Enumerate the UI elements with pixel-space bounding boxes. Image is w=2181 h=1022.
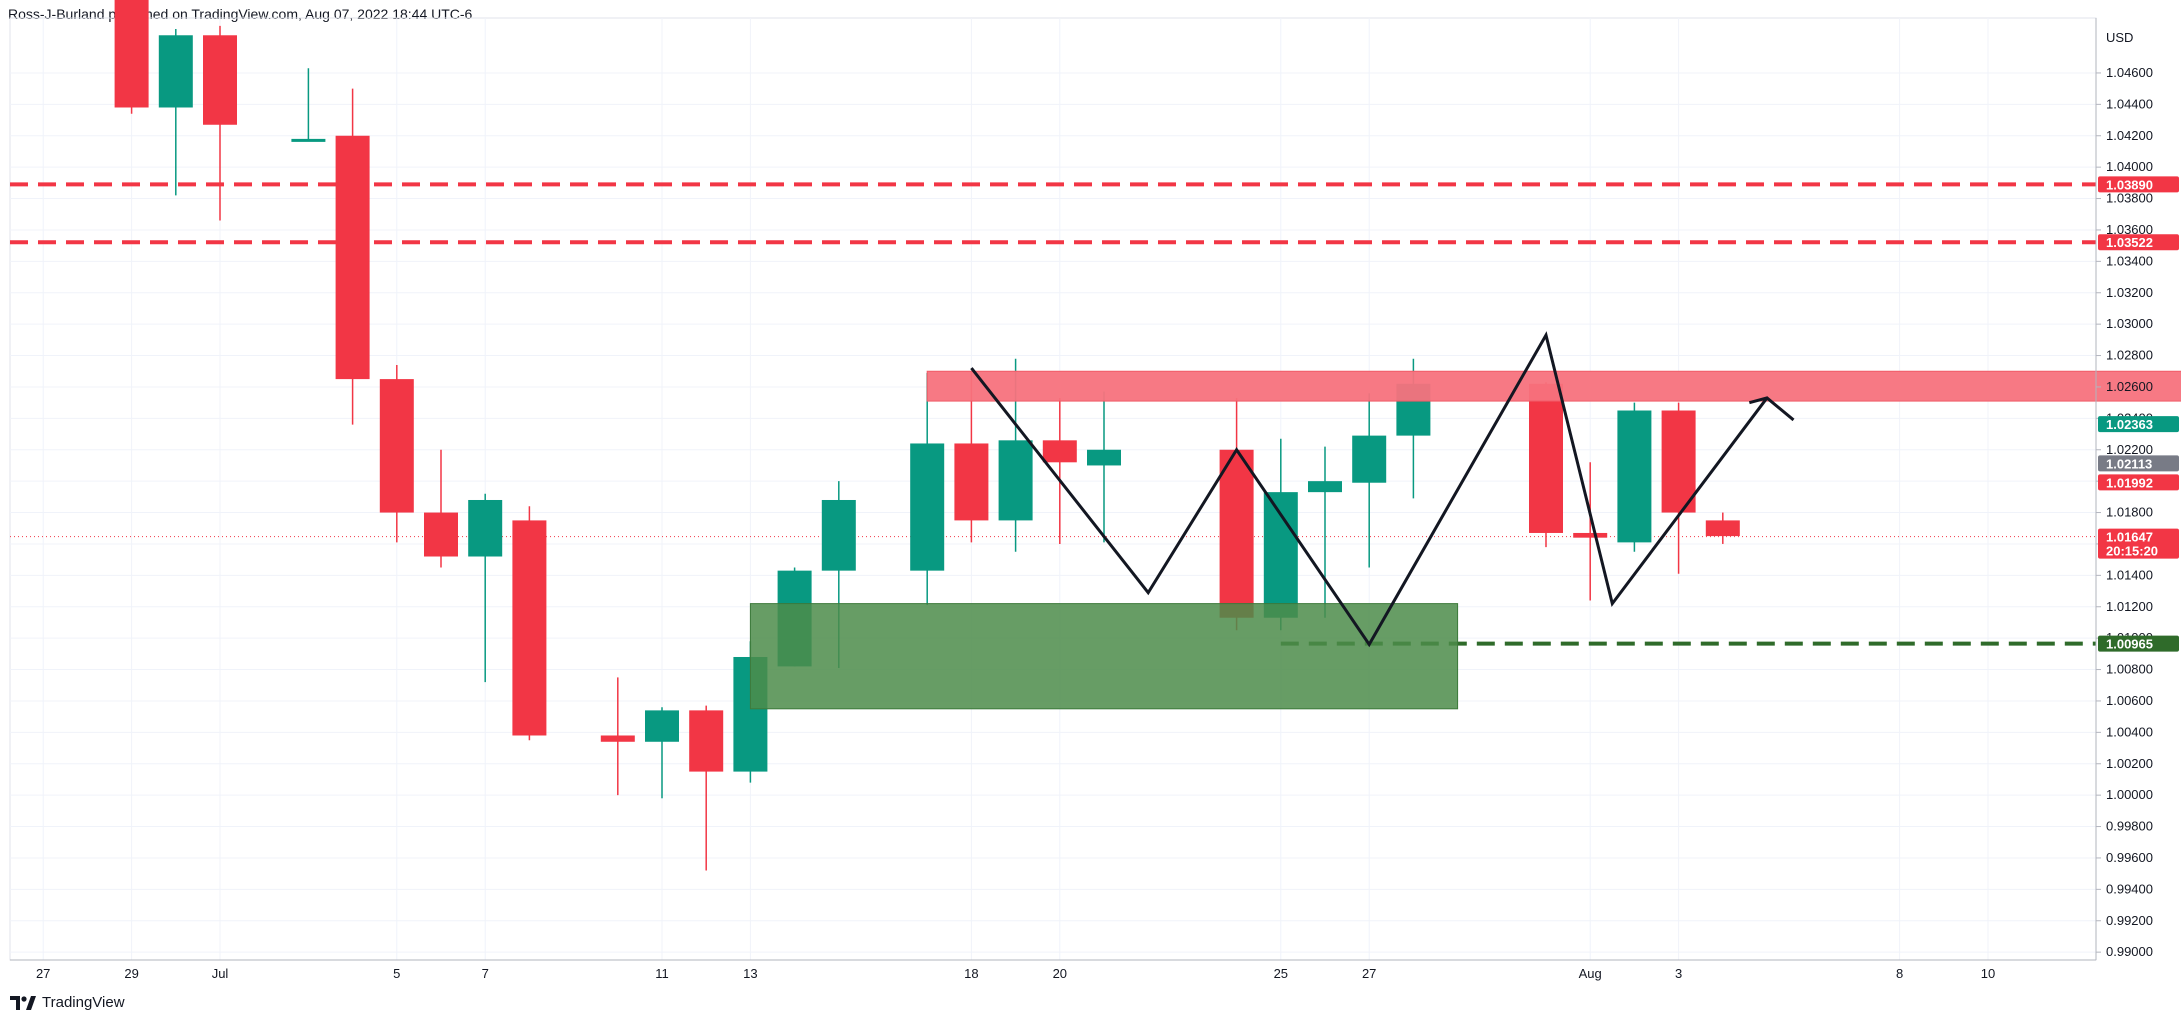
candle-body bbox=[1617, 410, 1652, 543]
x-tick-label: 13 bbox=[743, 966, 757, 981]
level-tag: 1.03522 bbox=[2106, 235, 2153, 250]
y-tick-label: 1.04000 bbox=[2106, 159, 2153, 174]
x-tick-label: 27 bbox=[36, 966, 50, 981]
last-price-tag: 1.01647 bbox=[2106, 530, 2153, 545]
candle-body bbox=[114, 0, 149, 108]
candle-body bbox=[512, 520, 547, 736]
price-tag-bg bbox=[2098, 474, 2179, 491]
y-tick-label: 0.99200 bbox=[2106, 913, 2153, 928]
candles bbox=[114, 0, 1740, 871]
y-tick-label: 1.01400 bbox=[2106, 567, 2153, 582]
level-tag: 1.00965 bbox=[2106, 637, 2153, 652]
price-tag-bg bbox=[2098, 455, 2179, 472]
candle-body bbox=[335, 135, 370, 380]
y-tick-label: 1.04200 bbox=[2106, 128, 2153, 143]
y-tick-label: 0.99400 bbox=[2106, 881, 2153, 896]
x-tick-label: 5 bbox=[393, 966, 400, 981]
pattern-drawing bbox=[970, 331, 1795, 648]
candle-body bbox=[424, 512, 458, 557]
y-tick-label: 1.02200 bbox=[2106, 442, 2153, 457]
candle-body bbox=[1705, 520, 1740, 537]
candle-body bbox=[821, 499, 856, 571]
x-tick-label: 8 bbox=[1896, 966, 1903, 981]
candle-body bbox=[1573, 532, 1608, 538]
candle-body bbox=[203, 35, 237, 125]
candle-body bbox=[689, 710, 724, 772]
candle-body bbox=[600, 735, 635, 742]
y-axis-unit: USD bbox=[2106, 30, 2133, 45]
candle-body bbox=[1263, 492, 1298, 618]
tradingview-logo-icon bbox=[10, 995, 36, 1010]
y-tick-label: 1.01200 bbox=[2106, 599, 2153, 614]
x-tick-label: 7 bbox=[482, 966, 489, 981]
candle-body bbox=[1042, 440, 1077, 463]
x-tick-label: 25 bbox=[1274, 966, 1288, 981]
x-tick-label: 10 bbox=[1981, 966, 1995, 981]
price-tag: 1.02363 bbox=[2106, 417, 2153, 432]
y-tick-label: 0.99800 bbox=[2106, 819, 2153, 834]
level-tag: 1.03890 bbox=[2106, 177, 2153, 192]
x-tick-label: 11 bbox=[655, 966, 669, 981]
x-tick-label: Aug bbox=[1579, 966, 1602, 981]
y-tick-label: 1.00800 bbox=[2106, 662, 2153, 677]
x-tick-label: 3 bbox=[1675, 966, 1682, 981]
horizontal-lines bbox=[10, 182, 2096, 646]
candle-body bbox=[291, 138, 326, 142]
x-tick-label: 29 bbox=[124, 966, 138, 981]
resistance-zone bbox=[926, 370, 2181, 402]
candle-body bbox=[468, 499, 503, 557]
x-tick-label: 27 bbox=[1362, 966, 1376, 981]
w-pattern-line bbox=[970, 331, 1769, 648]
y-tick-label: 1.03000 bbox=[2106, 316, 2153, 331]
y-tick-label: 1.00200 bbox=[2106, 756, 2153, 771]
y-tick-label: 0.99600 bbox=[2106, 850, 2153, 865]
candle-body bbox=[379, 379, 414, 513]
y-tick-label: 1.00400 bbox=[2106, 724, 2153, 739]
candle-body bbox=[1661, 410, 1696, 513]
candle-body bbox=[1087, 449, 1121, 466]
tradingview-brand[interactable]: TradingView bbox=[10, 994, 125, 1011]
candle-body bbox=[158, 35, 193, 108]
y-tick-label: 1.01800 bbox=[2106, 505, 2153, 520]
y-tick-label: 1.02800 bbox=[2106, 348, 2153, 363]
candle-body bbox=[910, 443, 945, 571]
price-tags: 1.03890 1.03522 1.00965 1.02363 1.02113 1.019… bbox=[2098, 176, 2179, 652]
y-tick-label: 0.99000 bbox=[2106, 944, 2153, 959]
y-tick-label: 1.04400 bbox=[2106, 96, 2153, 111]
candle-body bbox=[954, 443, 989, 521]
plot-border bbox=[9, 17, 2097, 961]
last-price-tag-bg bbox=[2098, 528, 2179, 559]
arrow-head bbox=[1748, 396, 1795, 422]
y-tick-label: 1.04600 bbox=[2106, 65, 2153, 80]
time-axis: 2729Jul57111318202527Aug38101517222429 bbox=[10, 959, 2096, 981]
brand-label: TradingView bbox=[42, 994, 125, 1011]
y-tick-label: 1.00600 bbox=[2106, 693, 2153, 708]
y-tick-label: 1.02600 bbox=[2106, 379, 2153, 394]
price-tag-bg bbox=[2098, 416, 2179, 433]
y-tick-label: 1.03800 bbox=[2106, 191, 2153, 206]
y-tick-label: 1.03600 bbox=[2106, 222, 2153, 237]
candle-body bbox=[998, 440, 1033, 521]
candle-body bbox=[1219, 449, 1254, 618]
level-tag-bg bbox=[2098, 176, 2179, 193]
candle-body bbox=[1352, 435, 1387, 483]
candle-body bbox=[1529, 383, 1563, 533]
last-price-tag-countdown: 20:15:20 bbox=[2106, 544, 2158, 559]
y-tick-label: 1.03400 bbox=[2106, 253, 2153, 268]
y-tick-label: 1.03200 bbox=[2106, 285, 2153, 300]
chart-zones bbox=[749, 370, 2181, 710]
y-tick-label: 1.00000 bbox=[2106, 787, 2153, 802]
x-tick-label: Jul bbox=[212, 966, 229, 981]
support-zone bbox=[749, 603, 1459, 710]
level-tag-bg bbox=[2098, 234, 2179, 251]
x-tick-label: 18 bbox=[964, 966, 978, 981]
candle-body bbox=[645, 710, 679, 742]
price-tag: 1.01992 bbox=[2106, 475, 2153, 490]
candle-body bbox=[1308, 481, 1342, 493]
x-tick-label: 20 bbox=[1053, 966, 1067, 981]
price-tag: 1.02113 bbox=[2106, 456, 2152, 471]
level-tag-bg bbox=[2098, 635, 2179, 652]
